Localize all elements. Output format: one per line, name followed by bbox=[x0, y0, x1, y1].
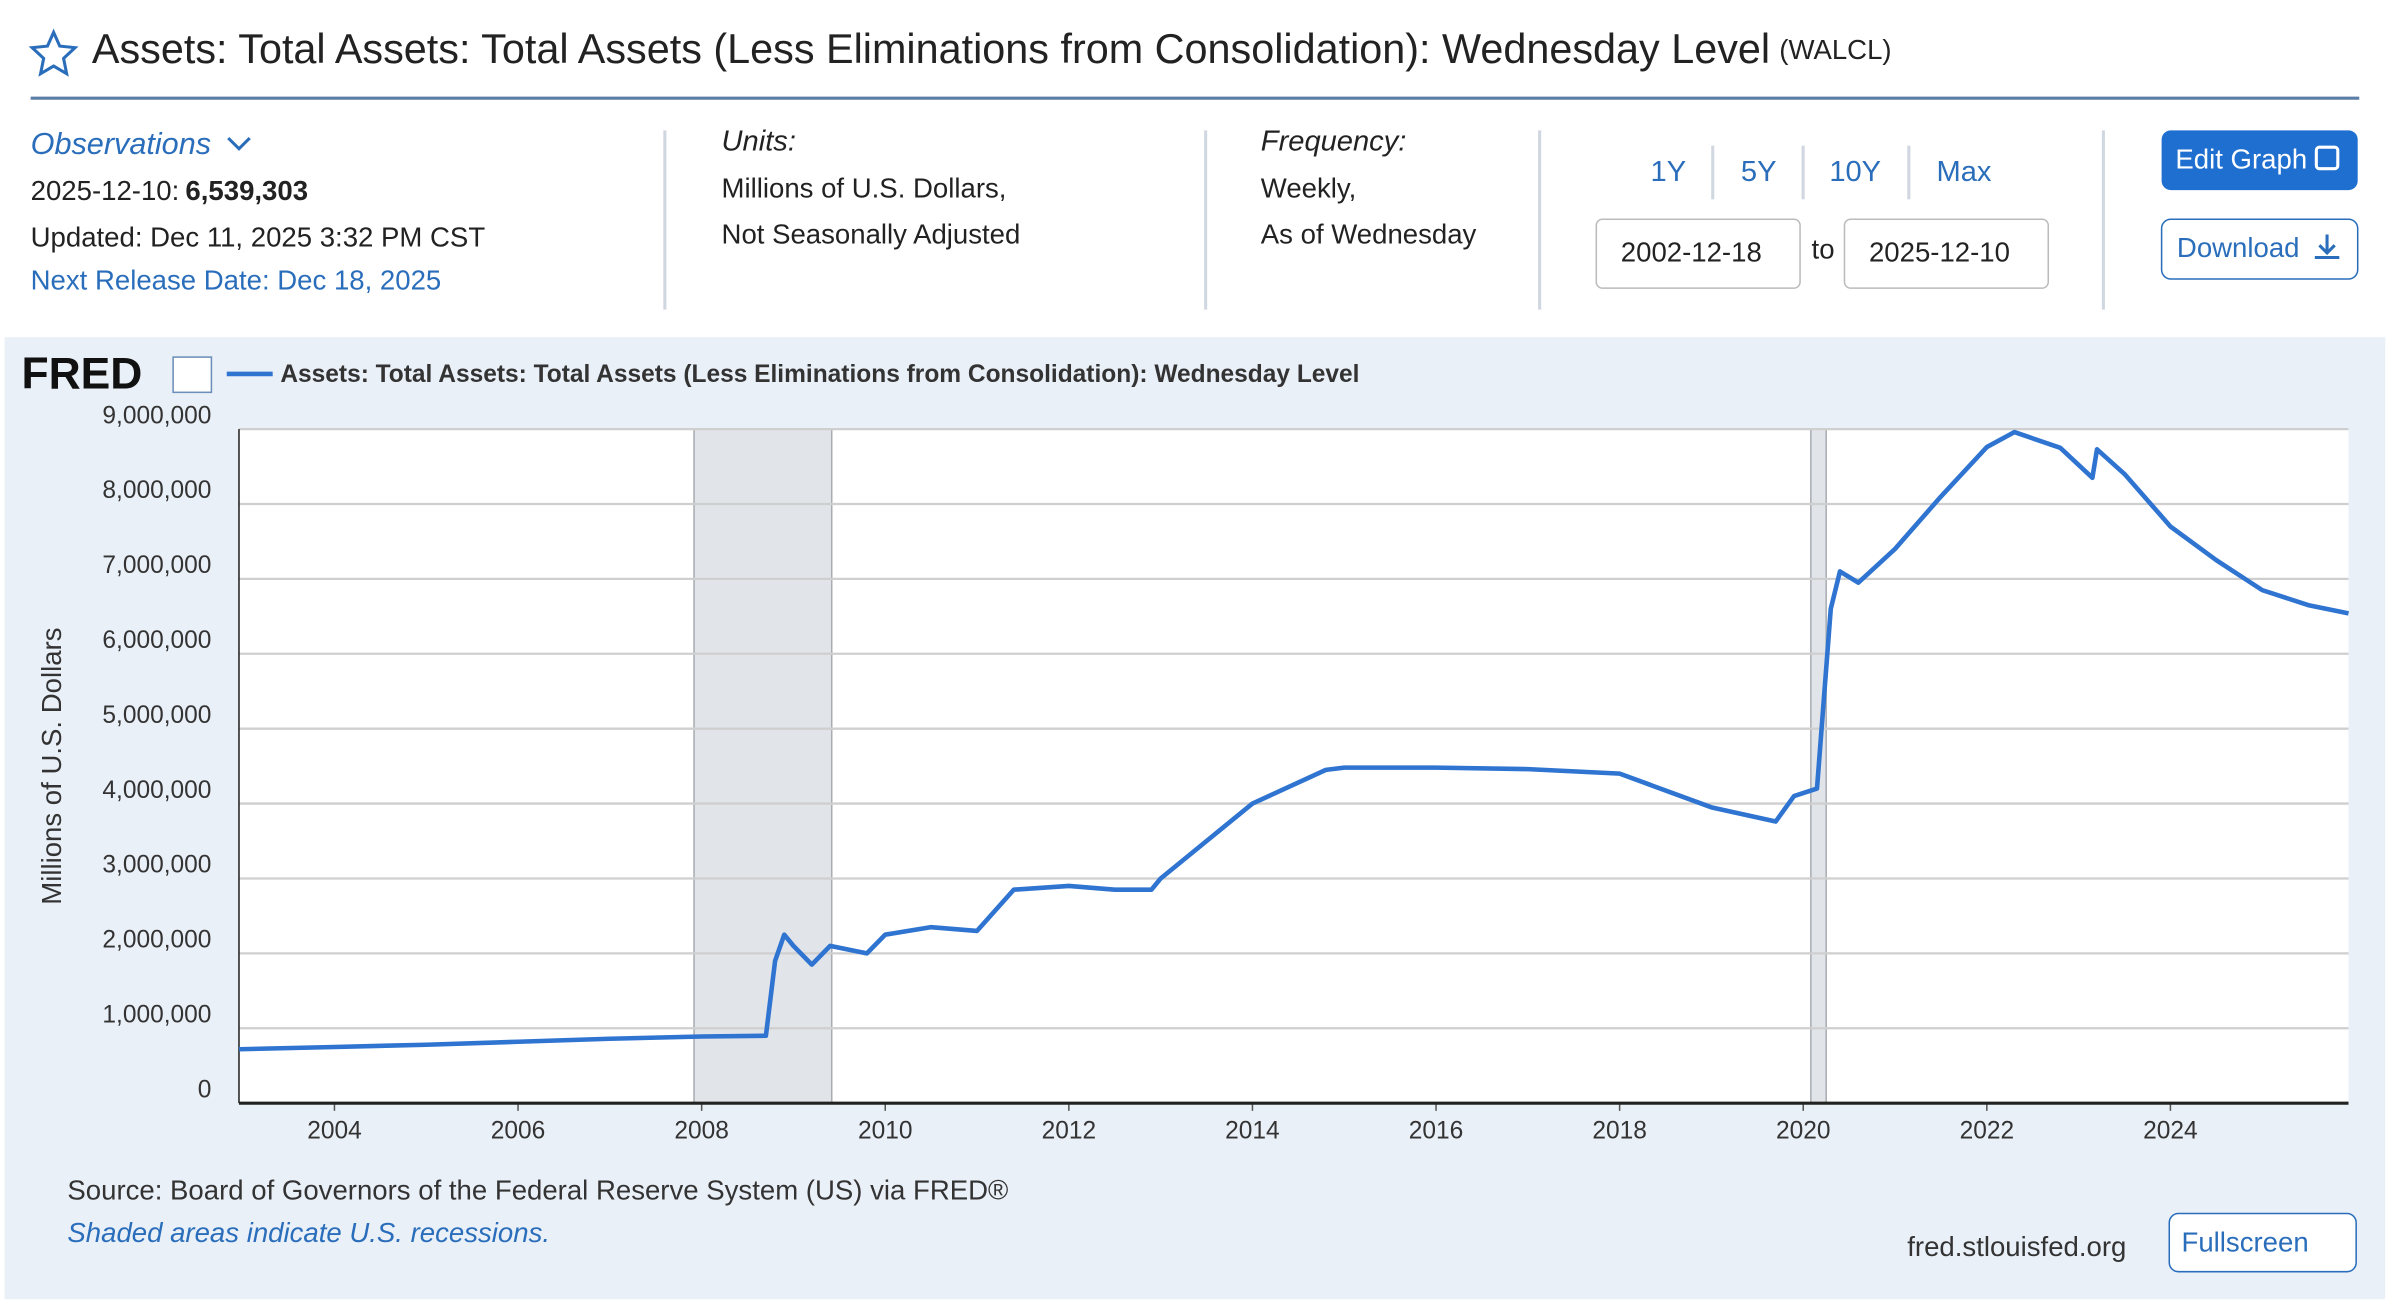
edit-graph-button[interactable] bbox=[2161, 130, 2358, 191]
end-date-input[interactable] bbox=[1843, 218, 2050, 289]
date-separator: to bbox=[1812, 234, 1835, 265]
edit-graph-label: Edit Graph bbox=[2175, 143, 2307, 174]
fullscreen-label: Fullscreen bbox=[2182, 1226, 2309, 1257]
start-date-input[interactable] bbox=[1595, 218, 1801, 289]
download-button[interactable] bbox=[2160, 218, 2359, 280]
star-icon[interactable] bbox=[28, 28, 79, 77]
y-axis-title: Millions of U.S. Dollars bbox=[36, 628, 67, 905]
units-line: Not Seasonally Adjusted bbox=[722, 218, 1021, 249]
units-line: Millions of U.S. Dollars, bbox=[722, 172, 1007, 203]
frequency-line: As of Wednesday bbox=[1261, 218, 1477, 249]
y-tick-label: 9,000,000 bbox=[102, 402, 211, 429]
download-icon bbox=[2314, 234, 2340, 260]
x-tick-label: 2012 bbox=[1042, 1118, 1097, 1145]
obs-value: 6,539,303 bbox=[185, 175, 308, 206]
chevron[interactable] bbox=[227, 136, 251, 151]
fullscreen-button[interactable] bbox=[2168, 1212, 2357, 1273]
separators bbox=[663, 130, 2105, 310]
y-tick-label: 1,000,000 bbox=[102, 1001, 211, 1028]
recession-note: Shaded areas indicate U.S. recessions. bbox=[67, 1217, 550, 1248]
x-tick-label: 2020 bbox=[1776, 1118, 1831, 1145]
x-tick-label: 2008 bbox=[674, 1118, 729, 1145]
source: Source: Board of Governors of the Federa… bbox=[67, 1174, 1008, 1205]
y-tick-label: 2,000,000 bbox=[102, 927, 211, 954]
range-button[interactable]: Max bbox=[1937, 156, 1992, 188]
observation: 2025-12-10: 6,539,303 bbox=[31, 175, 308, 206]
x-tick-label: 2010 bbox=[858, 1118, 913, 1145]
updated: Updated: Dec 11, 2025 3:32 PM CST bbox=[31, 221, 486, 252]
legend-label: Assets: Total Assets: Total Assets (Less… bbox=[280, 361, 1359, 388]
y-tick-label: 4,000,000 bbox=[102, 777, 211, 804]
title-text: Assets: Total Assets: Total Assets (Less… bbox=[92, 26, 1770, 72]
series-id: (WALCL) bbox=[1779, 35, 1891, 66]
logo-icon bbox=[172, 356, 213, 394]
recession-band bbox=[693, 428, 833, 1104]
range-button[interactable]: 1Y bbox=[1651, 156, 1687, 188]
range-buttons: 1Y 5Y 10Y Max bbox=[1651, 156, 1992, 188]
title: Assets: Total Assets: Total Assets (Less… bbox=[92, 26, 1892, 72]
x-tick-label: 2014 bbox=[1225, 1118, 1280, 1145]
x-tick-label: 2022 bbox=[1960, 1118, 2015, 1145]
plot-area bbox=[238, 429, 2349, 1104]
y-tick-label: 7,000,000 bbox=[102, 552, 211, 579]
next-release[interactable]: Next Release Date: Dec 18, 2025 bbox=[31, 264, 442, 295]
fred-logo: FRED bbox=[21, 350, 142, 399]
y-tick-label: 6,000,000 bbox=[102, 627, 211, 654]
y-tick-label: 3,000,000 bbox=[102, 852, 211, 879]
frequency-line: Weekly, bbox=[1261, 172, 1356, 203]
obs-date: 2025-12-10: bbox=[31, 175, 180, 206]
range-button[interactable]: 10Y bbox=[1829, 156, 1881, 188]
range-button[interactable]: 5Y bbox=[1741, 156, 1777, 188]
plot: 0 1,000,000 2,000,000 3,000,000 4,000,000 5,0… bbox=[102, 402, 2349, 1145]
series-line bbox=[238, 429, 2349, 1052]
units-label: Units: bbox=[722, 125, 796, 157]
y-tick-label: 0 bbox=[198, 1076, 212, 1103]
frequency-label: Frequency: bbox=[1261, 125, 1407, 157]
y-tick-label: 5,000,000 bbox=[102, 702, 211, 729]
observations-toggle[interactable]: Observations bbox=[31, 127, 211, 161]
x-tick-label: 2024 bbox=[2143, 1118, 2198, 1145]
x-tick-label: 2006 bbox=[491, 1118, 546, 1145]
y-tick-label: 8,000,000 bbox=[102, 477, 211, 504]
end-date: 2025-12-10 bbox=[1869, 237, 2010, 268]
x-tick-label: 2016 bbox=[1409, 1118, 1464, 1145]
site: fred.stlouisfed.org bbox=[1907, 1231, 2126, 1262]
edit-icon bbox=[2314, 145, 2340, 171]
x-tick-label: 2004 bbox=[307, 1118, 362, 1145]
x-tick-label: 2018 bbox=[1592, 1118, 1647, 1145]
download-label: Download bbox=[2177, 232, 2300, 263]
start-date: 2002-12-18 bbox=[1621, 237, 1762, 268]
